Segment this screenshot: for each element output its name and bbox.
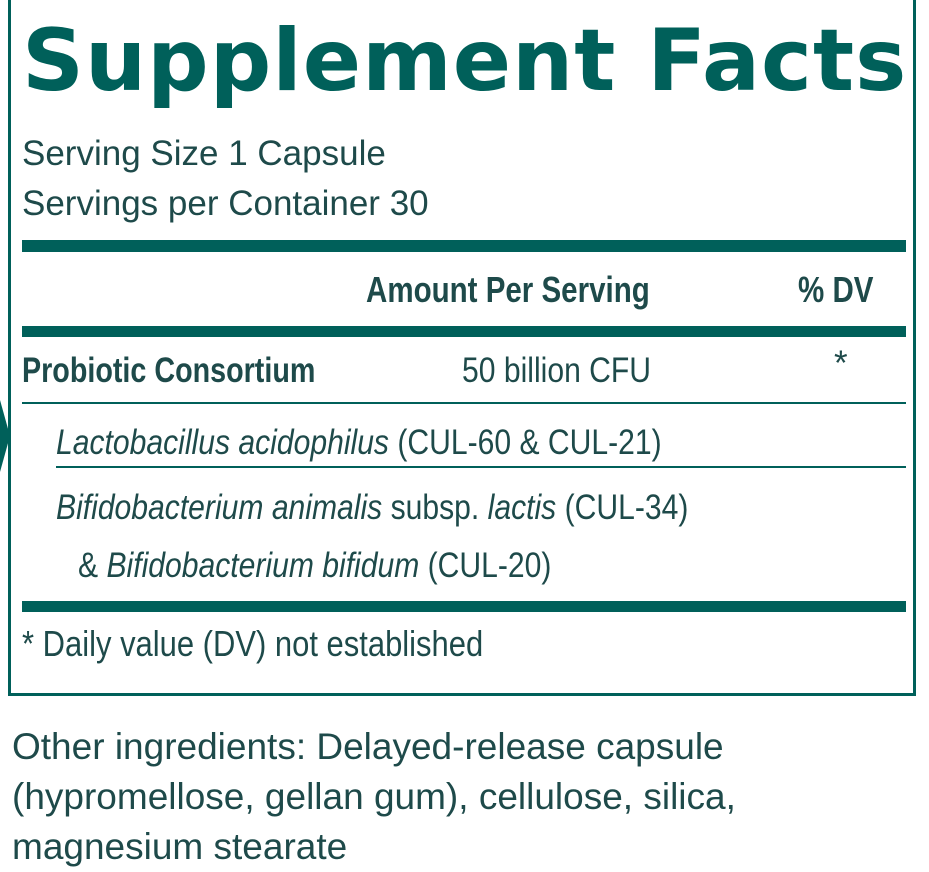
strain-2-variant: lactis [487, 488, 557, 527]
other-ingredients: Other ingredients: Delayed-release capsu… [12, 726, 736, 867]
strain-3-species: Bifidobacterium bifidum [106, 546, 420, 585]
strain-divider [56, 466, 906, 468]
amount-per-serving-header: Amount Per Serving [366, 269, 650, 310]
dv-footnote: * Daily value (DV) not established [22, 623, 484, 664]
left-edge-accent [0, 400, 10, 472]
strain-1-code: (CUL-60 & CUL-21) [388, 423, 662, 462]
supplement-facts-panel [8, 0, 916, 696]
header-thick-rule [22, 326, 906, 337]
consortium-dv: * [834, 344, 848, 383]
strain-row-3: & Bifidobacterium bifidum (CUL-20) [78, 544, 551, 588]
serving-size: Serving Size 1 Capsule [22, 134, 386, 173]
consortium-divider [22, 402, 906, 404]
servings-per-container: Servings per Container 30 [22, 184, 429, 223]
consortium-amount: 50 billion CFU [462, 351, 652, 390]
strain-2-species: Bifidobacterium animalis [56, 488, 383, 527]
strain-2-subsp: subsp. [382, 488, 488, 527]
panel-title: Supplement Facts [22, 11, 908, 111]
strain-3-prefix: & [78, 546, 107, 585]
strain-3-code: (CUL-20) [419, 546, 552, 585]
top-thick-rule [22, 240, 906, 252]
strain-row-1: Lactobacillus acidophilus (CUL-60 & CUL-… [56, 421, 662, 465]
strain-2-code: (CUL-34) [556, 488, 689, 527]
dv-header: % DV [798, 269, 874, 310]
bottom-thick-rule [22, 601, 906, 612]
consortium-name: Probiotic Consortium [22, 351, 316, 390]
strain-1-species: Lactobacillus acidophilus [56, 423, 389, 462]
strain-row-2: Bifidobacterium animalis subsp. lactis (… [56, 486, 688, 530]
